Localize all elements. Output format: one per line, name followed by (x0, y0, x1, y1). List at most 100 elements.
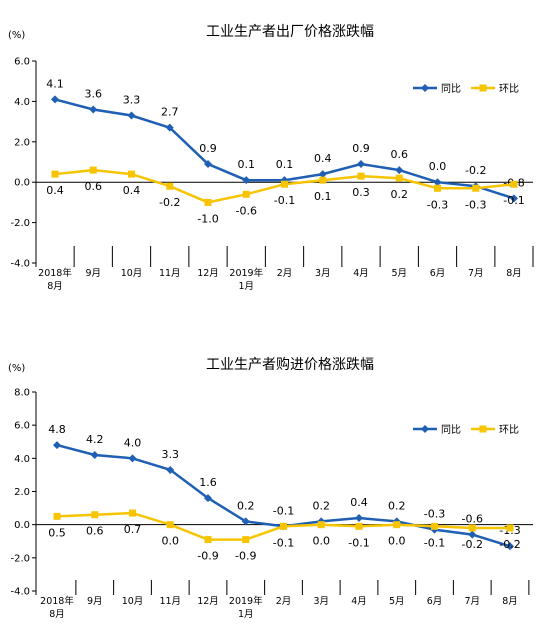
data-point-mom (319, 176, 327, 184)
x-tick-label: 6月 (430, 268, 446, 279)
data-label: 3.3 (123, 94, 141, 107)
data-point-yoy (165, 123, 174, 132)
data-point-yoy (241, 517, 250, 526)
data-label: -0.9 (235, 550, 256, 563)
data-label: -0.6 (462, 513, 483, 526)
data-point-yoy (357, 160, 365, 169)
data-point-mom (129, 509, 136, 517)
y-tick-label: -2.0 (10, 553, 30, 564)
data-point-mom (242, 536, 250, 544)
data-label: 4.8 (48, 423, 66, 436)
data-point-yoy (166, 465, 175, 474)
data-label: 0.1 (238, 158, 256, 171)
data-label: 4.0 (124, 436, 142, 449)
data-point-yoy (204, 494, 212, 503)
data-label: 4.2 (86, 433, 104, 446)
x-tick-label: 10月 (121, 268, 143, 279)
data-point-mom (89, 166, 97, 174)
x-tick-label: 5月 (391, 268, 407, 279)
data-point-mom (357, 172, 365, 180)
data-point-yoy (468, 530, 477, 539)
x-tick-label: 2018年 (40, 595, 74, 607)
legend-label: 同比 (441, 424, 461, 436)
data-label: -0.6 (236, 204, 257, 217)
data-point-yoy (318, 170, 327, 179)
data-label: 0.7 (124, 523, 142, 536)
y-tick-label: -4.0 (10, 587, 30, 598)
data-label: -0.3 (424, 508, 445, 521)
y-axis-unit: (%) (8, 363, 25, 374)
data-label: -0.2 (465, 164, 486, 177)
ppi-output-price-chart: 工业生产者出厂价格涨跌幅 (%) 6.0 4.0 2.0 0.0 -2.0 -4.0 201… (8, 24, 534, 292)
x-tick-label: 3月 (315, 268, 331, 279)
data-point-mom (434, 184, 441, 192)
data-point-mom (393, 521, 401, 529)
x-tick-label: 1月 (238, 281, 254, 292)
y-tick-label: 6.0 (14, 421, 30, 432)
x-tick-label: 11月 (159, 268, 181, 279)
data-label: 0.6 (391, 148, 409, 161)
chart-title: 工业生产者出厂价格涨跌幅 (206, 24, 374, 40)
x-tick-label: 2018年 (38, 267, 72, 279)
legend-marker (421, 425, 429, 433)
data-point-mom (510, 180, 518, 188)
data-point-yoy (51, 95, 59, 104)
data-point-yoy (510, 194, 518, 203)
data-point-mom (506, 524, 514, 532)
data-point-yoy (433, 178, 442, 187)
data-label: -0.3 (465, 198, 486, 211)
chart-title: 工业生产者购进价格涨跌幅 (206, 357, 374, 373)
data-point-mom (281, 180, 288, 188)
data-label: 3.3 (162, 448, 180, 461)
data-label: 0.6 (86, 525, 104, 538)
data-label: 0.2 (388, 499, 406, 512)
data-label: -0.1 (424, 536, 445, 549)
x-tick-label: 8月 (47, 281, 63, 292)
data-point-mom (317, 521, 325, 529)
x-tick-label: 2月 (276, 596, 292, 607)
data-point-mom (53, 512, 61, 520)
y-tick-label: 2.0 (14, 487, 30, 498)
data-point-yoy (53, 441, 61, 450)
data-label: 0.2 (391, 188, 409, 201)
data-label: 4.1 (46, 77, 64, 90)
data-point-mom (355, 522, 363, 530)
data-point-yoy (355, 514, 363, 523)
data-label: -0.3 (427, 198, 448, 211)
data-point-mom (51, 170, 59, 178)
y-tick-label: 2.0 (14, 137, 30, 148)
data-point-mom (431, 522, 438, 530)
legend-marker (479, 425, 487, 433)
legend-marker (479, 84, 487, 92)
data-label: -0.1 (273, 536, 294, 549)
data-label: 0.1 (314, 190, 332, 203)
data-point-mom (472, 184, 480, 192)
data-point-yoy (90, 451, 99, 460)
data-point-yoy (506, 542, 514, 551)
data-point-mom (395, 174, 403, 182)
legend-label: 环比 (499, 83, 519, 95)
data-label: -1.0 (197, 212, 218, 225)
x-tick-label: 7月 (464, 596, 480, 607)
data-label: -0.2 (462, 538, 483, 551)
data-label: -0.1 (274, 194, 295, 207)
y-tick-label: 4.0 (14, 454, 30, 465)
data-point-yoy (127, 111, 136, 120)
data-label: 1.6 (199, 476, 217, 489)
data-label: 0.9 (352, 142, 370, 155)
data-label: 0.0 (388, 535, 406, 548)
x-tick-label: 7月 (468, 268, 484, 279)
data-label: -0.2 (159, 196, 180, 209)
data-label: -0.9 (197, 550, 218, 563)
y-tick-label: -2.0 (10, 218, 30, 229)
x-tick-label: 12月 (197, 596, 219, 607)
data-point-mom (91, 511, 99, 519)
x-tick-label: 12月 (197, 268, 219, 279)
data-label: -0.1 (503, 194, 524, 207)
legend-marker (421, 84, 429, 92)
x-tick-label: 2019年 (229, 267, 263, 279)
y-tick-label: 0.0 (14, 520, 30, 531)
x-tick-label: 3月 (313, 596, 329, 607)
legend-label: 同比 (441, 83, 461, 95)
data-point-yoy (128, 454, 137, 463)
